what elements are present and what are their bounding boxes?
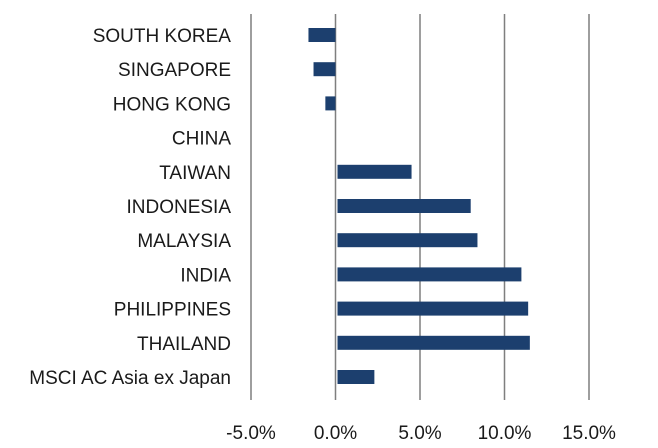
category-label: INDIA <box>180 265 231 286</box>
category-labels: SOUTH KOREA SINGAPORE HONG KONG CHINA TAIWAN… <box>29 26 231 389</box>
x-tick-label: 10.0% <box>478 423 532 444</box>
bar <box>337 301 529 316</box>
category-label: TAIWAN <box>159 163 231 184</box>
bar <box>337 199 471 213</box>
bar <box>337 370 375 384</box>
category-label: CHINA <box>172 129 231 150</box>
category-label: INDONESIA <box>126 197 231 218</box>
category-label: HONG KONG <box>113 94 231 115</box>
category-label: MSCI AC Asia ex Japan <box>29 368 231 389</box>
category-label: MALAYSIA <box>137 231 231 252</box>
category-label: PHILIPPINES <box>114 300 231 321</box>
x-tick-label: 15.0% <box>562 423 616 444</box>
bar <box>337 233 478 248</box>
x-tick-label: -5.0% <box>226 423 276 444</box>
category-label: THAILAND <box>137 334 231 355</box>
bar <box>313 62 336 77</box>
bar <box>337 335 530 350</box>
x-tick-label: 0.0% <box>314 423 357 444</box>
x-tick-label: 5.0% <box>398 423 441 444</box>
bar <box>337 267 522 282</box>
bar <box>337 164 412 179</box>
category-label: SOUTH KOREA <box>93 26 232 47</box>
bar <box>325 96 336 111</box>
x-tick-labels: -5.0% 0.0% 5.0% 10.0% 15.0% <box>226 423 616 444</box>
bars <box>308 28 530 384</box>
category-label: SINGAPORE <box>118 60 231 81</box>
bar <box>308 28 336 42</box>
